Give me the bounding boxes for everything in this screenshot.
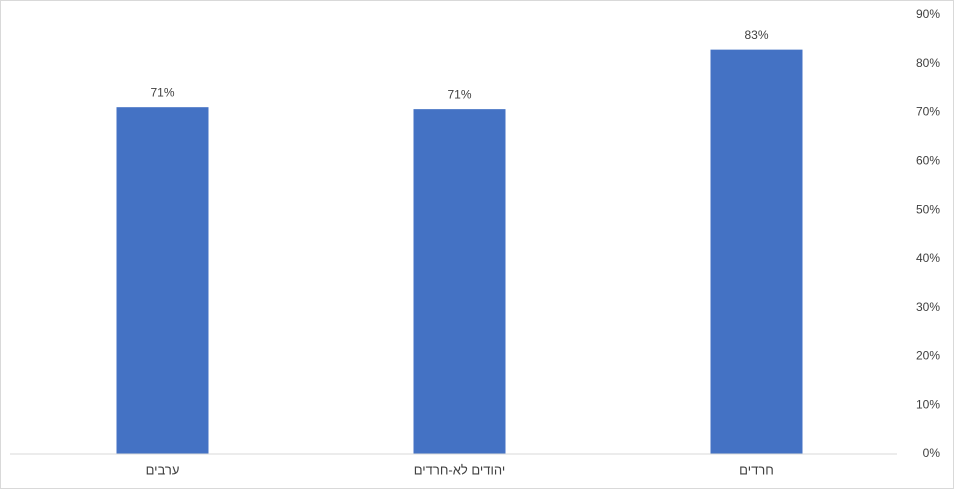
y-tick-label: 40% <box>916 251 940 265</box>
value-label: 83% <box>744 28 768 42</box>
bar <box>116 107 209 454</box>
y-tick-label: 10% <box>916 397 940 411</box>
y-tick-label: 70% <box>916 105 940 119</box>
x-tick-label: ערבים <box>146 462 180 477</box>
y-tick-label: 30% <box>916 300 940 314</box>
y-tick-label: 80% <box>916 56 940 70</box>
y-tick-label: 90% <box>916 7 940 21</box>
value-label: 71% <box>150 85 174 99</box>
bar <box>710 49 803 454</box>
bar <box>413 109 506 454</box>
y-tick-label: 50% <box>916 202 940 216</box>
y-tick-label: 20% <box>916 349 940 363</box>
y-tick-label: 60% <box>916 154 940 168</box>
y-tick-label: 0% <box>923 446 941 460</box>
x-tick-label: יהודים לא-חרדים <box>414 462 506 477</box>
x-tick-label: חרדים <box>739 462 774 477</box>
value-label: 71% <box>447 87 471 101</box>
